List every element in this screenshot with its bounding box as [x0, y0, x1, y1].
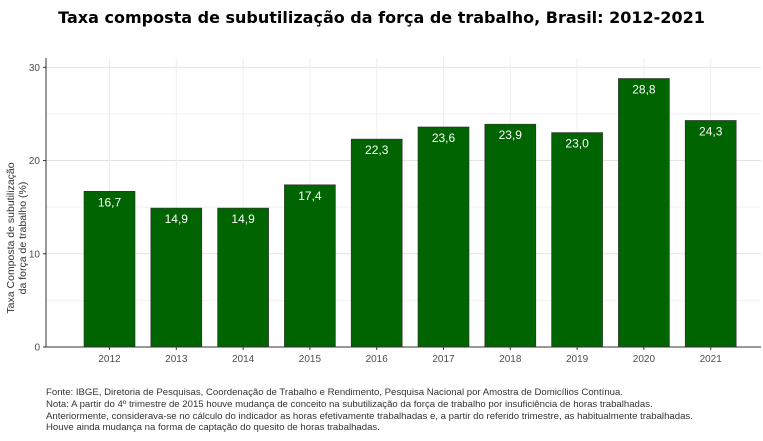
- data-label-2015: 17,4: [298, 189, 322, 203]
- y-axis-label-line-2: da força de trabalho (%): [17, 182, 29, 295]
- x-tick-label-2012: 2012: [98, 354, 121, 365]
- bar-chart: 16,7 14,9 14,9 17,4 22,3 23,6 23,9 23,0 28,8 24,3…: [5, 58, 761, 365]
- bar-2019: [551, 132, 603, 348]
- data-label-2018: 23,9: [499, 128, 523, 142]
- bar-2020: [618, 78, 670, 348]
- methodology-note-2: Anteriormente, considerava-se no cálculo…: [46, 410, 693, 422]
- x-tick-label-2017: 2017: [432, 354, 455, 365]
- bar-2018: [484, 123, 537, 348]
- bar-2015: [284, 184, 336, 348]
- bar-2012: [83, 191, 136, 348]
- y-tick-label-20: 20: [29, 156, 41, 167]
- labels: 16,7 14,9 14,9 17,4 22,3 23,6 23,9 23,0 28,8 24,3…: [29, 63, 723, 365]
- data-label-2021: 24,3: [699, 124, 723, 138]
- axes: [43, 58, 761, 350]
- bars: [83, 78, 737, 348]
- x-tick-label-2014: 2014: [232, 354, 255, 365]
- data-label-2013: 14,9: [165, 212, 189, 226]
- x-tick-label-2015: 2015: [299, 354, 322, 365]
- bar-2013: [150, 207, 203, 348]
- bar-2014: [217, 207, 269, 348]
- methodology-note-3: Houve ainda mudança na forma de captação…: [46, 422, 380, 434]
- source-note: Fonte: IBGE, Diretoria de Pesquisas, Coo…: [46, 387, 624, 398]
- chart-title: Taxa composta de subutilização da força …: [58, 8, 705, 27]
- data-label-2017: 23,6: [432, 131, 456, 145]
- x-tick-label-2021: 2021: [700, 354, 723, 365]
- bar-2021: [684, 120, 737, 348]
- data-label-2019: 23,0: [565, 137, 589, 151]
- data-label-2016: 22,3: [365, 143, 389, 157]
- bar-2016: [350, 138, 403, 348]
- bar-2017: [417, 126, 470, 348]
- data-label-2020: 28,8: [632, 83, 656, 97]
- methodology-note-1: Nota: A partir do 4º trimestre de 2015 h…: [46, 398, 653, 410]
- y-tick-label-0: 0: [34, 343, 40, 354]
- y-axis-label-line-1: Taxa Composta de subutilização: [5, 162, 17, 313]
- x-tick-label-2018: 2018: [499, 354, 522, 365]
- y-tick-label-30: 30: [29, 63, 41, 74]
- y-tick-label-10: 10: [29, 249, 41, 260]
- data-label-2014: 14,9: [231, 212, 255, 226]
- x-tick-label-2020: 2020: [633, 354, 656, 365]
- x-tick-label-2016: 2016: [366, 354, 389, 365]
- footnotes: Fonte: IBGE, Diretoria de Pesquisas, Coo…: [46, 387, 758, 434]
- data-label-2012: 16,7: [98, 195, 122, 209]
- x-tick-label-2019: 2019: [566, 354, 589, 365]
- x-tick-label-2013: 2013: [165, 354, 188, 365]
